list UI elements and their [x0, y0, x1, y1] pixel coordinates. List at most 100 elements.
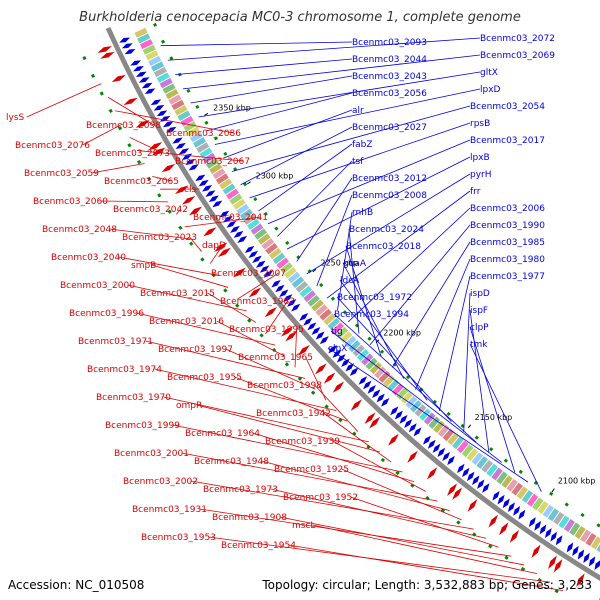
forward-leader-line — [463, 292, 471, 433]
cog-track-mark — [232, 198, 246, 210]
forward-gene-mark — [482, 483, 490, 493]
reverse-gene-label: dapD — [202, 241, 226, 251]
forward-gene-label: ispF — [470, 306, 488, 316]
cog-track-mark — [145, 50, 159, 61]
map-title: Burkholderia cenocepacia MC0-3 chromosom… — [79, 10, 521, 25]
cog-track-mark — [396, 387, 409, 400]
forward-gene-mark — [394, 410, 403, 420]
cog-track-mark — [387, 379, 400, 392]
reverse-leader-line — [237, 272, 279, 300]
reverse-gene-mark — [548, 555, 557, 569]
reverse-leader-line — [323, 412, 392, 463]
forward-gene-mark — [212, 200, 223, 208]
forward-gene-mark — [550, 531, 558, 542]
forward-gene-mark — [432, 443, 441, 453]
cog-track-mark — [268, 247, 282, 260]
forward-gene-mark — [594, 560, 600, 571]
genome-backbone — [105, 26, 600, 581]
reverse-gene-mark — [97, 46, 112, 53]
forward-leader-line — [306, 173, 471, 275]
reverse-gene-label: Bcenmc03_2098 — [86, 121, 161, 131]
cog-track-mark — [202, 152, 216, 164]
cog-track-mark — [142, 44, 156, 55]
forward-gene-mark — [162, 121, 174, 128]
reverse-leader-line — [225, 348, 316, 390]
forward-gene-mark — [201, 185, 213, 192]
cog-track-mark — [481, 459, 493, 473]
reverse-gene-label: Bcenmc03_1974 — [87, 365, 162, 375]
forward-gene-mark — [153, 104, 165, 111]
forward-gene-mark — [376, 393, 385, 403]
cog-track-mark — [226, 188, 239, 200]
cog-track-mark — [272, 252, 286, 265]
cog-track-mark — [307, 295, 320, 307]
reverse-leader-line — [265, 300, 288, 335]
forward-gene-mark — [390, 406, 399, 416]
forward-gene-mark — [492, 490, 500, 501]
cog-track-mark — [303, 290, 316, 303]
cog-track-mark — [171, 99, 185, 111]
cog-track-mark — [461, 444, 474, 458]
forward-gene-label: tig — [331, 327, 343, 337]
cog-track-mark — [352, 344, 365, 357]
forward-leader-line — [333, 313, 477, 443]
forward-gene-mark — [457, 463, 465, 474]
reverse-gene-mark — [488, 514, 498, 528]
cog-track-mark — [532, 497, 544, 511]
reverse-gene-mark — [388, 433, 399, 446]
forward-leader-line — [258, 143, 353, 212]
forward-gene-mark — [528, 517, 536, 528]
forward-gene-mark — [195, 174, 206, 182]
feature-dash — [263, 211, 268, 217]
forward-leader-line — [469, 343, 542, 492]
reverse-leader-line — [234, 376, 348, 422]
forward-gene-mark — [208, 195, 219, 203]
cog-track-mark — [153, 66, 167, 78]
reverse-gene-label: smpB — [131, 261, 156, 271]
forward-gene-label: rnhB — [352, 208, 373, 218]
forward-gene-mark — [381, 397, 390, 407]
reverse-gene-mark — [531, 544, 541, 558]
reverse-gene-label: Bcenmc03_1982 — [220, 297, 295, 307]
reverse-leader-line — [154, 368, 337, 412]
feature-dash — [243, 182, 248, 187]
feature-dash — [456, 520, 461, 525]
cog-track-mark — [196, 142, 210, 154]
cog-track-mark — [162, 83, 176, 94]
feature-dash — [247, 318, 252, 323]
forward-gene-mark — [502, 498, 510, 509]
reverse-gene-mark — [332, 381, 345, 393]
forward-gene-mark — [159, 115, 171, 122]
feature-dash — [352, 431, 357, 436]
feature-dash — [213, 136, 218, 141]
cog-track-mark — [183, 121, 197, 132]
forward-leader-line — [348, 228, 360, 334]
reverse-gene-label: Bcenmc03_1970 — [96, 393, 171, 403]
reverse-leader-line — [136, 150, 243, 162]
reverse-gene-mark — [315, 363, 327, 375]
reverse-gene-label: Bcenmc03_1998 — [247, 381, 322, 391]
feature-dash — [167, 209, 172, 214]
cog-track-mark — [287, 271, 301, 284]
reverse-leader-line — [100, 200, 169, 203]
feature-dash — [554, 589, 559, 594]
cog-track-mark — [199, 147, 213, 159]
forward-gene-mark — [358, 376, 368, 385]
feature-dash — [472, 532, 477, 537]
reverse-leader-line — [115, 110, 234, 134]
forward-gene-mark — [156, 110, 168, 117]
forward-gene-mark — [287, 298, 297, 307]
reverse-leader-line — [184, 216, 261, 228]
reverse-leader-line — [109, 228, 194, 240]
tick-mark — [247, 181, 251, 185]
forward-gene-mark — [226, 220, 237, 228]
forward-gene-label: Bcenmc03_1985 — [470, 238, 545, 248]
cog-track-mark — [486, 463, 498, 477]
forward-gene-mark — [427, 439, 436, 449]
forward-leader-line — [327, 347, 529, 483]
cog-track-mark — [219, 178, 233, 190]
forward-gene-mark — [447, 455, 455, 466]
cog-track-mark — [243, 213, 257, 225]
forward-gene-mark — [319, 336, 329, 345]
